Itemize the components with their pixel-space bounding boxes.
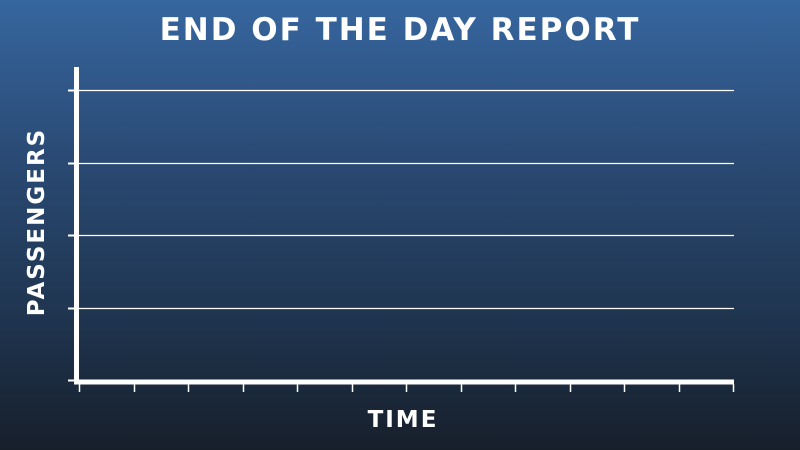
chart-title: END OF THE DAY REPORT [159,12,641,48]
x-axis-label: TIME [368,407,439,433]
y-axis-label: PASSENGERS [24,128,50,316]
grid-lines [76,89,734,310]
axis-ticks [68,89,735,392]
